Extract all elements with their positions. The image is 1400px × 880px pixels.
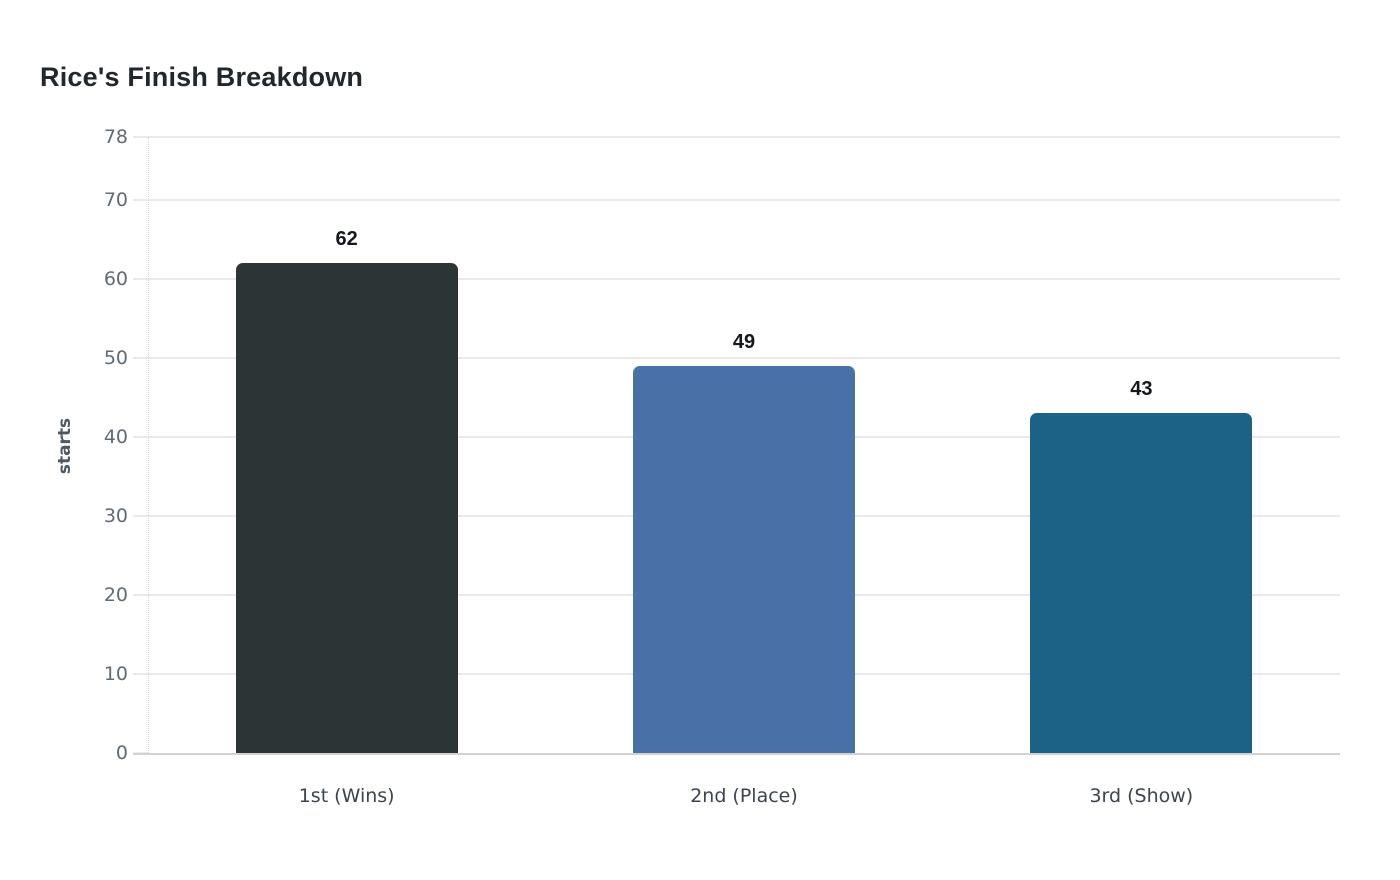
x-tick-label: 3rd (Show) [1089, 785, 1194, 807]
bar[interactable] [1030, 413, 1253, 753]
y-axis-line [148, 137, 149, 753]
y-tick-label: 40 [103, 426, 128, 449]
bar-value-label: 49 [732, 331, 756, 354]
x-axis-line [133, 753, 1340, 755]
bar[interactable] [633, 366, 855, 753]
y-tick-label: 70 [103, 189, 128, 212]
bar-value-label: 43 [1130, 378, 1153, 401]
x-tick-label: 2nd (Place) [690, 785, 798, 807]
y-tick-label: 78 [103, 126, 128, 148]
gridline [133, 199, 1340, 202]
y-tick-label: 0 [115, 742, 128, 764]
y-tick-label: 20 [103, 584, 128, 607]
gridline [133, 136, 1340, 138]
gridline [133, 357, 1340, 360]
y-tick-label: 30 [103, 505, 128, 528]
y-tick-label: 10 [103, 663, 128, 686]
chart-title: Rice's Finish Breakdown [40, 62, 364, 92]
x-tick-label: 1st (Wins) [298, 785, 395, 807]
plot-area: 0 10 20 30 40 50 60 70 78 62 1st (Wins) 49 2nd (Pla… [104, 126, 1340, 807]
gridline [133, 278, 1340, 281]
bar-value-label: 62 [335, 228, 358, 251]
y-tick-label: 60 [103, 268, 128, 291]
bar[interactable] [235, 263, 458, 753]
y-tick-label: 50 [103, 347, 128, 370]
